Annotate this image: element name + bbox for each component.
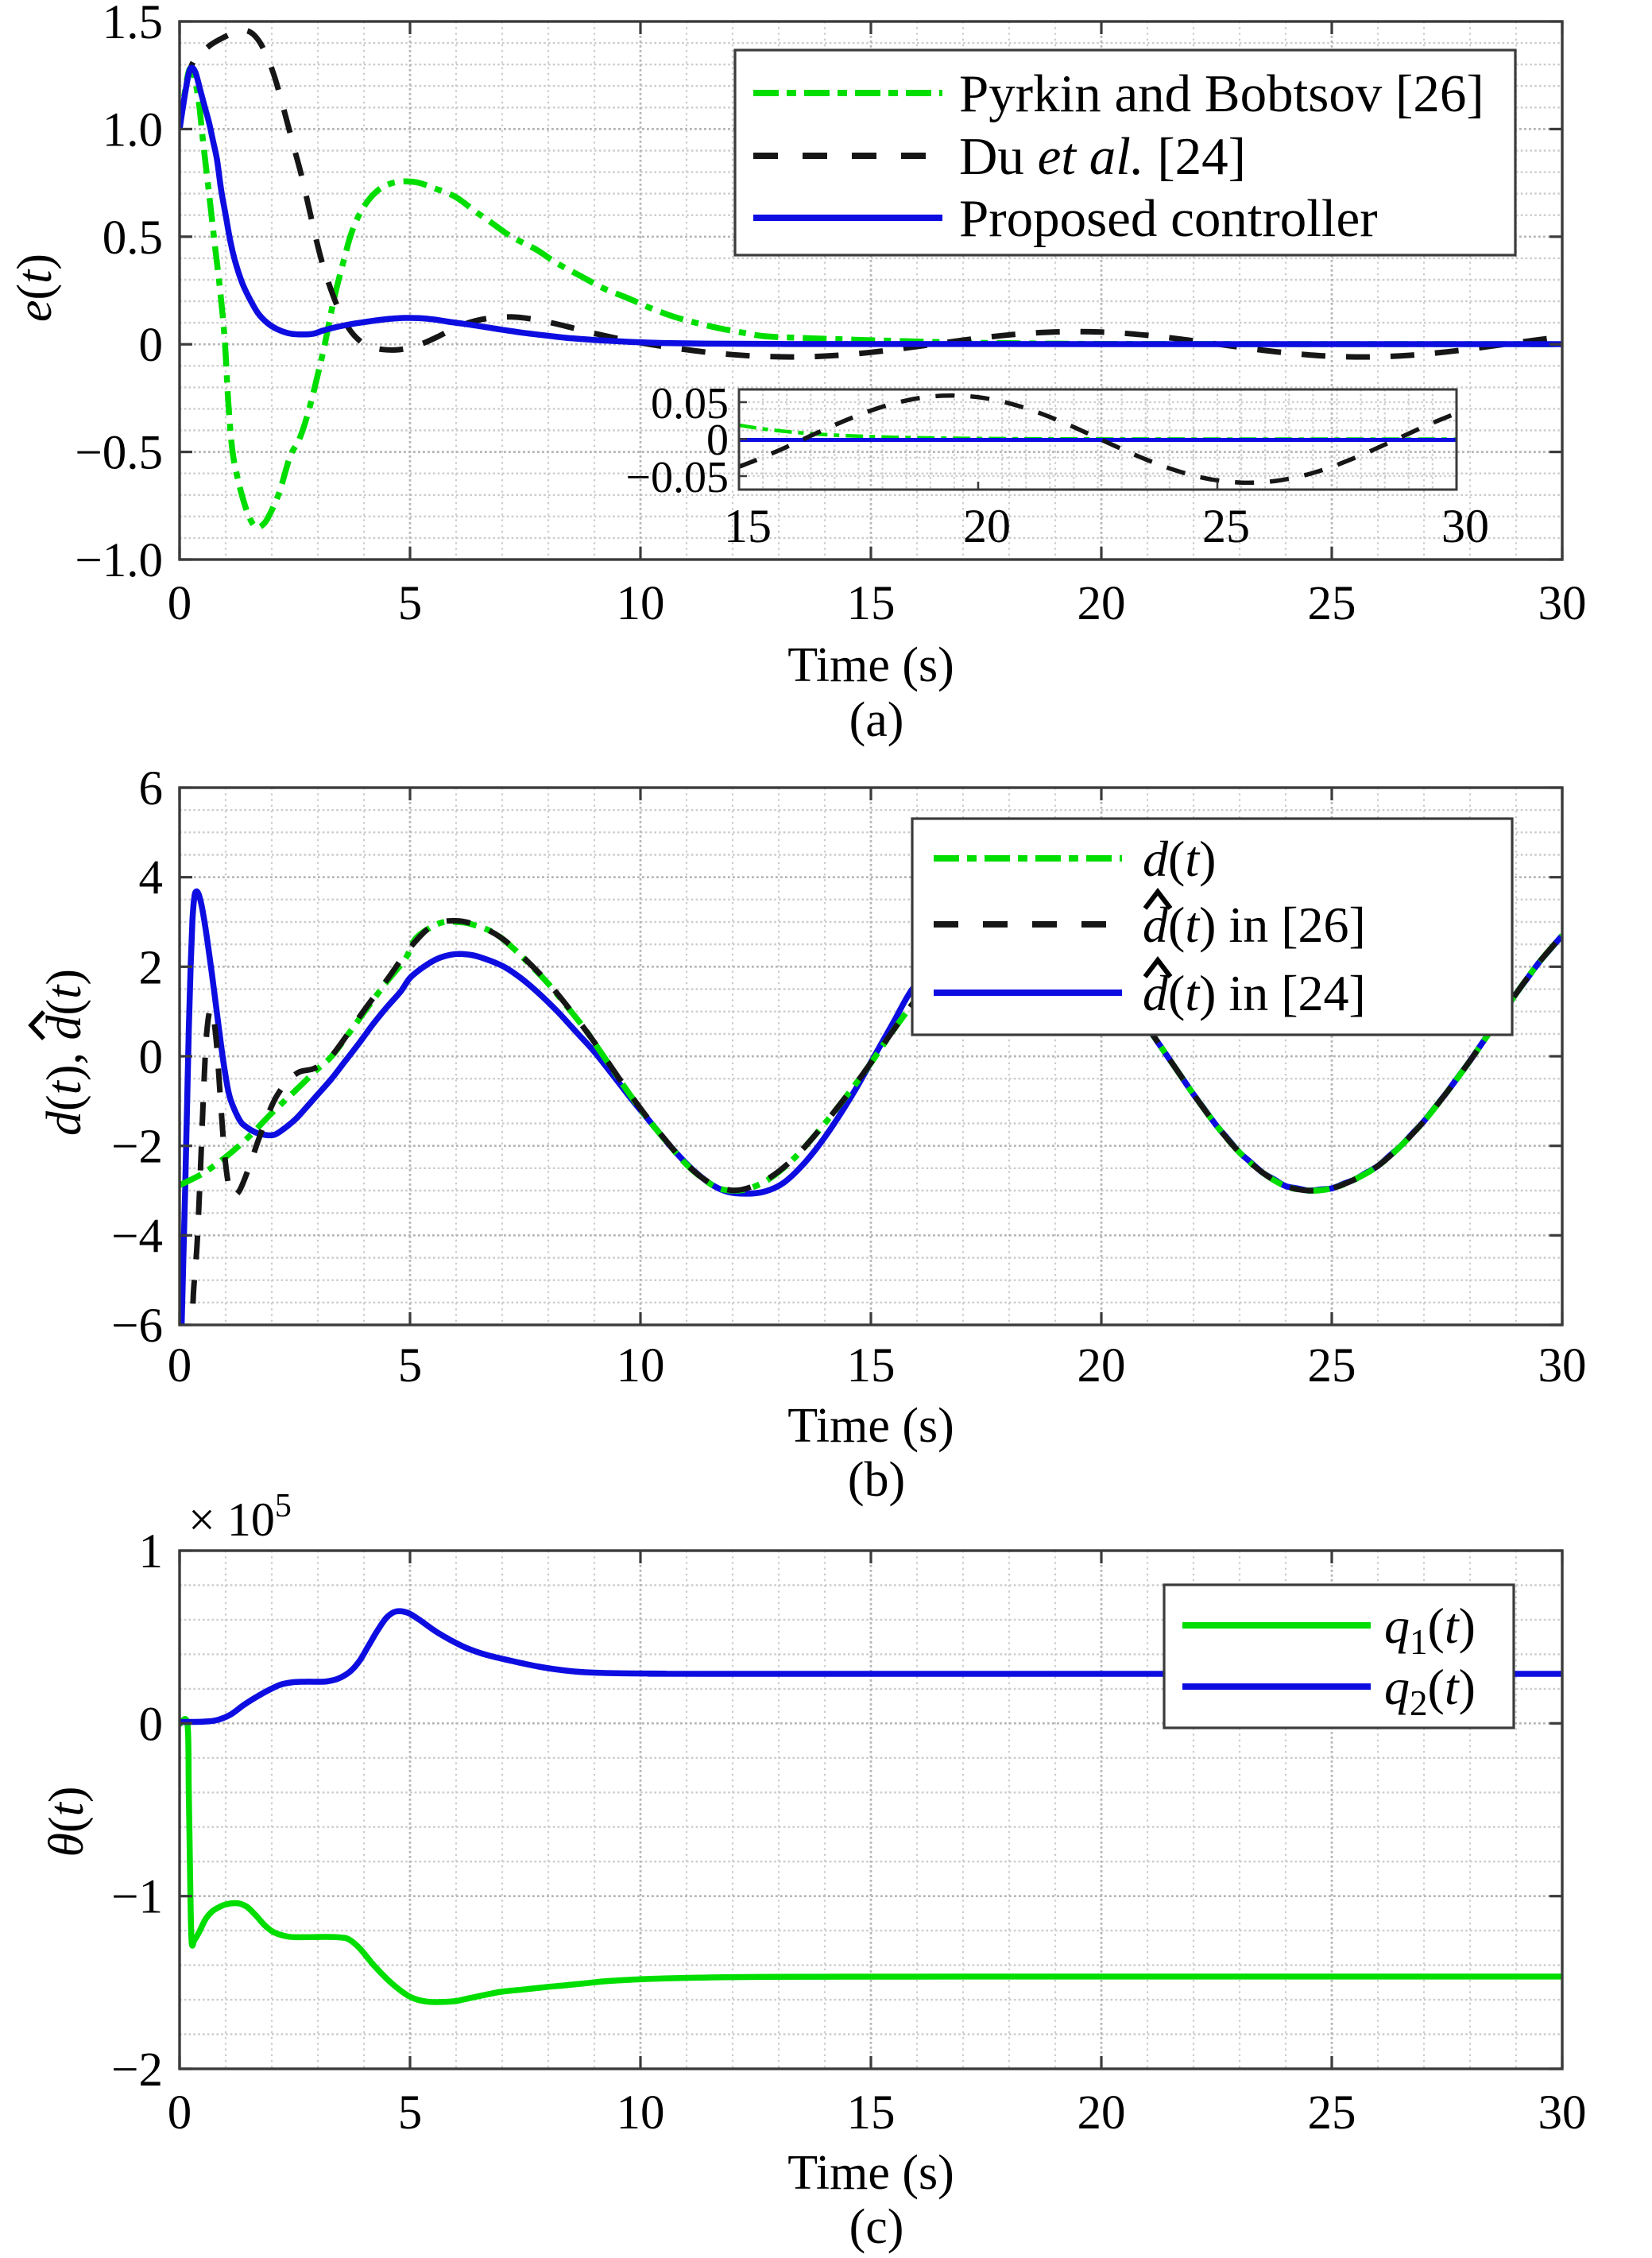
svg-text:25: 25: [1308, 1339, 1356, 1392]
svg-text:−4: −4: [111, 1210, 163, 1263]
svg-text:0: 0: [139, 1031, 164, 1084]
svg-text:(a): (a): [849, 693, 904, 747]
svg-text:15: 15: [847, 2086, 896, 2140]
svg-text:4: 4: [139, 852, 164, 905]
svg-text:−2: −2: [111, 1121, 163, 1174]
svg-text:Time (s): Time (s): [787, 1399, 954, 1453]
svg-text:1.0: 1.0: [103, 103, 163, 157]
svg-text:5: 5: [398, 577, 423, 630]
svg-text:5: 5: [398, 1339, 423, 1392]
svg-text:30: 30: [1538, 1339, 1587, 1392]
svg-text:0: 0: [706, 416, 729, 465]
svg-text:10: 10: [617, 1339, 665, 1392]
svg-text:30: 30: [1538, 577, 1587, 630]
svg-text:q1(t): q1(t): [1384, 1598, 1476, 1662]
svg-text:0: 0: [168, 577, 192, 630]
svg-text:30: 30: [1441, 500, 1489, 552]
svg-text:d(t) in [24]: d(t) in [24]: [1143, 965, 1366, 1021]
svg-text:−2: −2: [111, 2043, 163, 2097]
svg-text:10: 10: [617, 577, 665, 630]
svg-text:6: 6: [139, 762, 164, 815]
svg-text:20: 20: [1077, 577, 1126, 630]
svg-text:Time (s): Time (s): [787, 2146, 954, 2200]
svg-text:25: 25: [1308, 577, 1356, 630]
svg-text:0: 0: [168, 1339, 192, 1392]
svg-text:θ(t): θ(t): [40, 1786, 94, 1857]
svg-text:2: 2: [139, 941, 164, 994]
svg-text:−0.05: −0.05: [625, 453, 729, 502]
svg-text:0: 0: [139, 319, 164, 372]
svg-text:30: 30: [1538, 2086, 1587, 2140]
svg-text:−1: −1: [111, 1871, 163, 1924]
svg-text:(c): (c): [849, 2200, 904, 2254]
svg-text:Du et al. [24]: Du et al. [24]: [959, 127, 1246, 186]
svg-text:× 105: × 105: [188, 1488, 292, 1546]
svg-text:q2(t): q2(t): [1384, 1659, 1476, 1723]
svg-text:e(t): e(t): [8, 254, 62, 322]
svg-text:1: 1: [139, 1525, 164, 1578]
svg-text:0: 0: [139, 1698, 164, 1751]
svg-text:20: 20: [1077, 1339, 1126, 1392]
svg-text:10: 10: [617, 2086, 665, 2140]
svg-text:Pyrkin and Bobtsov [26]: Pyrkin and Bobtsov [26]: [959, 64, 1484, 123]
svg-text:d(t) in [26]: d(t) in [26]: [1143, 897, 1366, 953]
svg-text:−1.0: −1.0: [75, 534, 163, 587]
svg-text:0.5: 0.5: [103, 211, 163, 265]
svg-text:20: 20: [963, 500, 1011, 552]
svg-text:25: 25: [1202, 500, 1250, 552]
svg-text:15: 15: [847, 1339, 896, 1392]
svg-text:20: 20: [1077, 2086, 1126, 2140]
svg-text:d(t), d(t): d(t), d(t): [37, 969, 91, 1136]
svg-text:15: 15: [847, 577, 896, 630]
svg-text:−0.5: −0.5: [75, 427, 163, 480]
svg-text:5: 5: [398, 2086, 423, 2140]
svg-text:0: 0: [168, 2086, 192, 2140]
svg-text:0.05: 0.05: [651, 379, 729, 428]
svg-text:Time (s): Time (s): [787, 638, 954, 692]
svg-text:15: 15: [724, 500, 772, 552]
svg-text:−6: −6: [111, 1299, 163, 1353]
svg-text:d(t): d(t): [1143, 831, 1216, 887]
svg-text:25: 25: [1308, 2086, 1356, 2140]
svg-text:Proposed controller: Proposed controller: [959, 189, 1378, 248]
svg-text:(b): (b): [848, 1453, 905, 1507]
svg-text:1.5: 1.5: [103, 0, 163, 49]
